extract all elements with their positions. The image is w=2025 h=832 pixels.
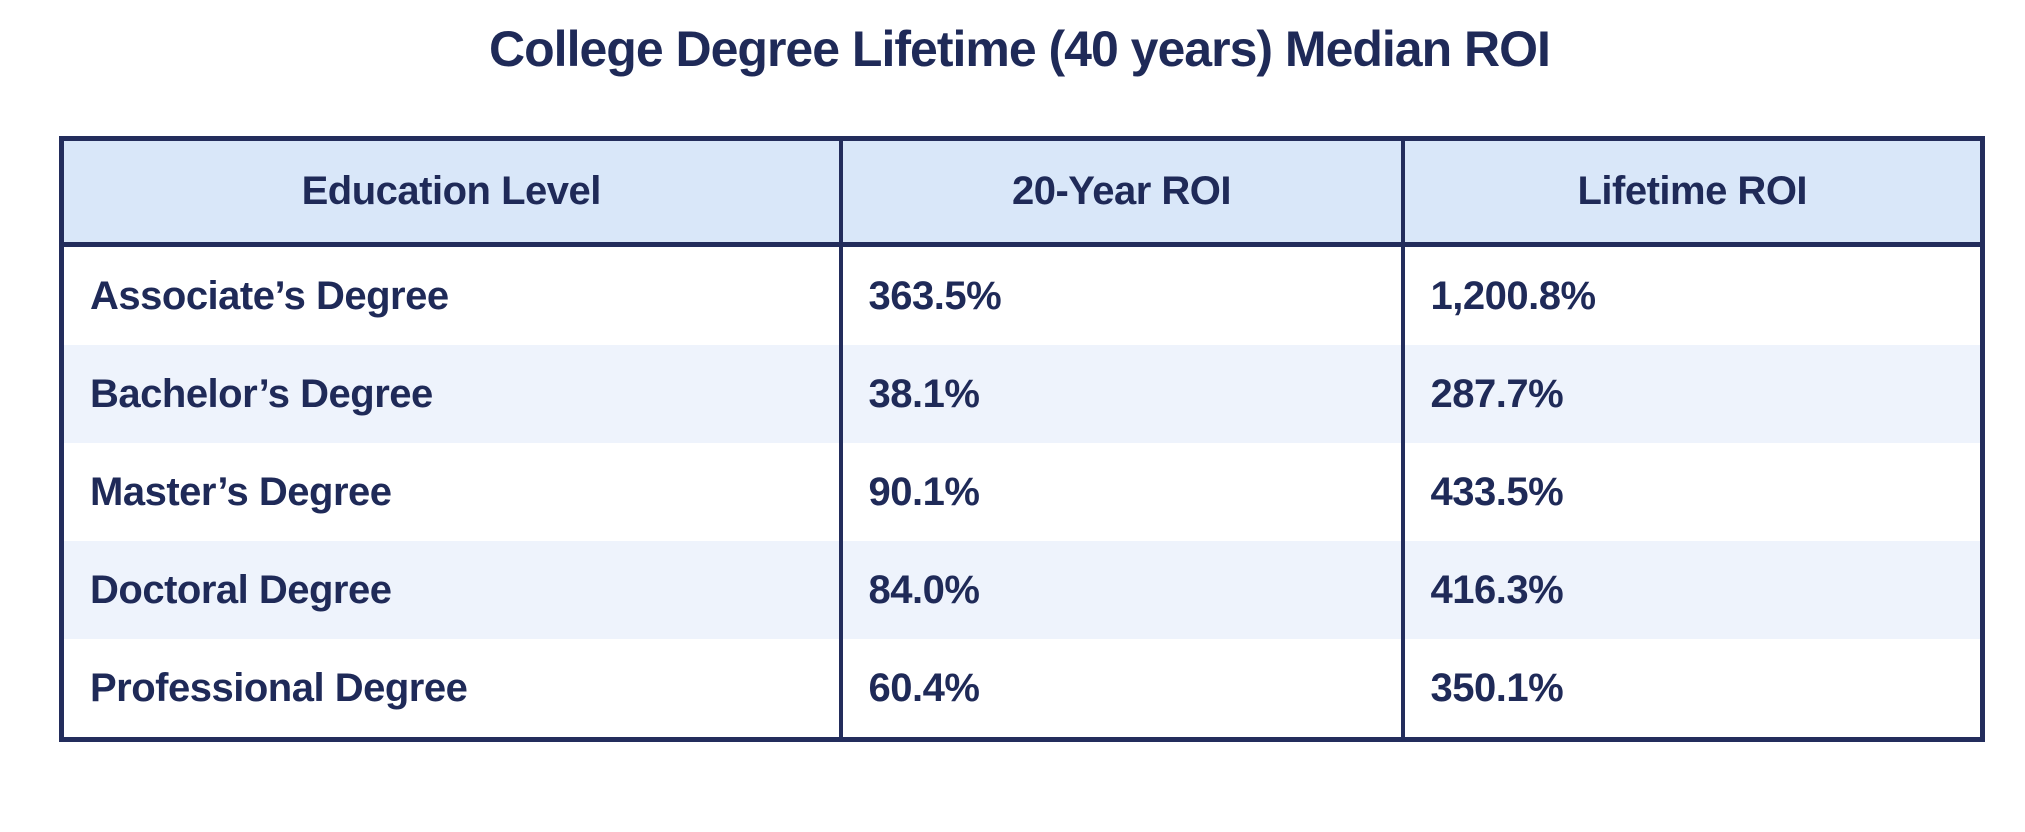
cell-lifetime-roi: 350.1% — [1400, 639, 1985, 740]
cell-20-year-roi: 90.1% — [838, 443, 1405, 541]
cell-20-year-roi: 363.5% — [838, 244, 1405, 345]
cell-education-level: Doctoral Degree — [59, 541, 843, 639]
table-row: Professional Degree 60.4% 350.1% — [59, 639, 1985, 740]
cell-education-level: Professional Degree — [59, 639, 843, 740]
table-row: Bachelor’s Degree 38.1% 287.7% — [59, 345, 1985, 443]
cell-education-level: Associate’s Degree — [59, 244, 843, 345]
cell-20-year-roi: 84.0% — [838, 541, 1405, 639]
table-row: Master’s Degree 90.1% 433.5% — [59, 443, 1985, 541]
cell-20-year-roi: 60.4% — [838, 639, 1405, 740]
cell-lifetime-roi: 287.7% — [1400, 345, 1985, 443]
cell-20-year-roi: 38.1% — [838, 345, 1405, 443]
cell-lifetime-roi: 1,200.8% — [1400, 244, 1985, 345]
table-row: Doctoral Degree 84.0% 416.3% — [59, 541, 1985, 639]
cell-lifetime-roi: 433.5% — [1400, 443, 1985, 541]
column-header-20-year-roi: 20-Year ROI — [838, 138, 1405, 247]
column-header-lifetime-roi: Lifetime ROI — [1400, 138, 1985, 247]
chart-title: College Degree Lifetime (40 years) Media… — [489, 21, 1551, 77]
table-row: Associate’s Degree 363.5% 1,200.8% — [59, 244, 1985, 345]
table-header-row: Education Level 20-Year ROI Lifetime ROI — [59, 138, 1985, 247]
cell-lifetime-roi: 416.3% — [1400, 541, 1985, 639]
roi-table: Education Level 20-Year ROI Lifetime ROI… — [59, 136, 1985, 742]
cell-education-level: Bachelor’s Degree — [59, 345, 843, 443]
column-header-education-level: Education Level — [59, 138, 843, 247]
cell-education-level: Master’s Degree — [59, 443, 843, 541]
